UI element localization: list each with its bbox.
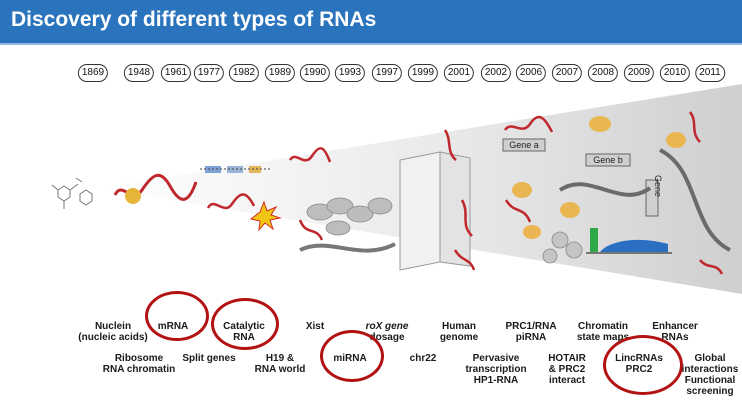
protein-complex-shape (512, 182, 541, 239)
year-pill: 1977 (193, 64, 225, 82)
year-pill: 1993 (334, 64, 366, 82)
label-enhancer-rnas: Enhancer RNAs (652, 321, 698, 343)
label-line: interact (548, 375, 586, 386)
label-rox-gene-dosage: roX gene dosage (366, 321, 409, 343)
label-line: HP1-RNA (473, 375, 519, 386)
genome-book-shape (399, 151, 471, 271)
label-xist: Xist (306, 321, 324, 332)
year-pill: 2011 (695, 64, 725, 82)
label-ribosome-rna-chromatin: Ribosome RNA chromatin (103, 353, 175, 375)
dna-helix-shape (299, 242, 396, 253)
dna-helix-shape (558, 148, 731, 252)
year-pill: 2009 (623, 64, 655, 82)
label-line: Pervasive (472, 353, 520, 364)
gene-a-box (502, 138, 546, 152)
label-human-genome: Human genome (440, 321, 478, 343)
label-line: Enhancer (652, 321, 698, 332)
chromatin-state-map-shape (586, 228, 672, 254)
year-pill: 2001 (443, 64, 475, 82)
label-line: HOTAIR (548, 353, 586, 364)
nucleic-acid-structure-icon (51, 177, 93, 209)
label-prc1-pirna: PRC1/RNA piRNA (505, 321, 556, 343)
label-line: Ribosome (114, 353, 164, 364)
label-line: genome (439, 332, 479, 343)
label-nuclein: Nuclein (nucleic acids) (78, 321, 147, 343)
label-line: Split genes (182, 353, 236, 364)
label-line: piRNA (515, 332, 547, 343)
rna-strand-shape (443, 129, 476, 271)
label-line: & PRC2 (548, 364, 586, 375)
highlight-circle-lincrnas (603, 335, 683, 395)
chromatin-fiber-shape (306, 197, 393, 236)
year-pill: 1948 (123, 64, 155, 82)
label-pervasive-transcription: Pervasive transcription HP1-RNA (465, 353, 526, 386)
gene-b-box (585, 153, 631, 167)
label-line: (nucleic acids) (78, 332, 148, 343)
year-pill: 2007 (551, 64, 583, 82)
title-bar: Discovery of different types of RNAs (0, 0, 742, 43)
label-line: RNA world (254, 364, 306, 375)
year-pill: 1982 (228, 64, 260, 82)
label-line: interactions (681, 364, 739, 375)
label-line: Nuclein (94, 321, 132, 332)
label-line: RNA chromatin (102, 364, 176, 375)
label-line: transcription (465, 364, 527, 375)
year-pill: 1961 (160, 64, 192, 82)
year-pill: 1999 (407, 64, 439, 82)
year-pill: 2002 (480, 64, 512, 82)
label-chr22: chr22 (410, 353, 437, 364)
label-hotair-prc2: HOTAIR & PRC2 interact (548, 353, 586, 386)
gene-a-label: Gene a (509, 140, 539, 150)
year-pill: 1990 (299, 64, 331, 82)
label-line: RNAs (661, 332, 689, 343)
rna-strand-shape (503, 115, 554, 223)
title-rule (0, 43, 742, 45)
highlight-circle-catalytic-rna (211, 298, 279, 350)
gene-label: Gene (653, 175, 663, 197)
label-line: roX gene (365, 321, 409, 332)
label-line: Chromatin (578, 321, 628, 332)
year-pill: 1869 (77, 64, 109, 82)
label-line: state maps (576, 332, 630, 343)
label-h19-rna-world: H19 & RNA world (255, 353, 306, 375)
year-pill: 1989 (264, 64, 296, 82)
slide-title: Discovery of different types of RNAs (11, 8, 377, 31)
rna-strand-shape (206, 193, 256, 210)
catalytic-burst-shape (249, 200, 282, 232)
chromatin-fiber-shape (542, 231, 583, 264)
year-pill: 2008 (587, 64, 619, 82)
label-line: Global (694, 353, 726, 364)
label-line: chr22 (409, 353, 437, 364)
label-split-genes: Split genes (182, 353, 235, 364)
year-pill: 1997 (371, 64, 403, 82)
protein-complex-shape (560, 116, 686, 218)
label-line: dosage (369, 332, 405, 343)
gene-b-label: Gene b (593, 155, 623, 165)
label-line: Xist (305, 321, 325, 332)
rna-strand-shape (688, 111, 724, 275)
highlight-circle-mirna (320, 330, 384, 382)
label-chromatin-state-maps: Chromatin state maps (577, 321, 629, 343)
label-line: screening (686, 386, 734, 397)
ribosome-shape (125, 188, 141, 204)
highlight-circle-mrna (145, 291, 209, 341)
year-pill: 2006 (515, 64, 547, 82)
year-pill: 2010 (659, 64, 691, 82)
label-global-interactions: Global interactions Functional screening (682, 353, 739, 397)
label-line: PRC1/RNA (505, 321, 557, 332)
label-line: Human (442, 321, 476, 332)
label-line: Functional (684, 375, 736, 386)
rna-strand-shape (288, 147, 332, 241)
label-line: H19 & (265, 353, 295, 364)
split-genes-shape (200, 166, 272, 173)
